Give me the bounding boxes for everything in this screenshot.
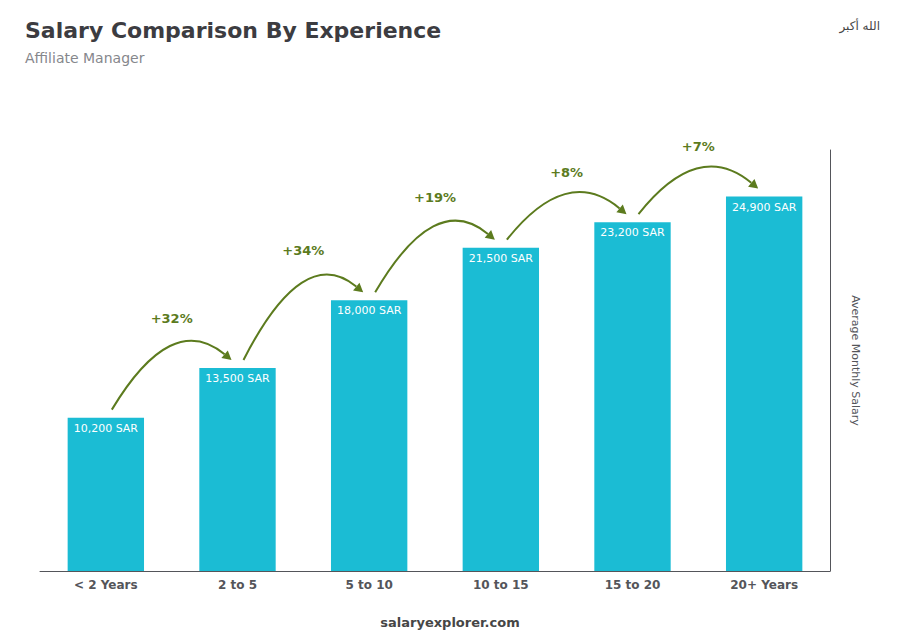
svg-text:10,200 SAR: 10,200 SAR [74,422,139,435]
svg-text:< 2 Years: < 2 Years [74,578,138,592]
svg-text:الله أكبر: الله أكبر [839,18,881,34]
svg-text:Salary Comparison By Experienc: Salary Comparison By Experience [25,18,441,43]
svg-text:5 to 10: 5 to 10 [345,578,392,592]
svg-text:20+ Years: 20+ Years [730,578,798,592]
svg-text:Average Monthly Salary: Average Monthly Salary [849,295,862,426]
svg-text:15 to 20: 15 to 20 [605,578,661,592]
svg-text:+7%: +7% [682,139,715,154]
svg-text:+34%: +34% [282,243,324,258]
svg-text:+8%: +8% [550,165,583,180]
svg-text:23,200 SAR: 23,200 SAR [600,226,665,239]
svg-text:24,900 SAR: 24,900 SAR [732,201,797,214]
svg-text:21,500 SAR: 21,500 SAR [469,252,534,265]
svg-text:13,500 SAR: 13,500 SAR [205,372,270,385]
svg-text:18,000 SAR: 18,000 SAR [337,304,402,317]
svg-text:10 to 15: 10 to 15 [473,578,529,592]
svg-text:Affiliate Manager: Affiliate Manager [25,50,145,66]
svg-text:+32%: +32% [151,311,193,326]
svg-text:+19%: +19% [414,190,456,205]
svg-text:salaryexplorer.com: salaryexplorer.com [380,615,519,630]
svg-text:2 to 5: 2 to 5 [218,578,257,592]
